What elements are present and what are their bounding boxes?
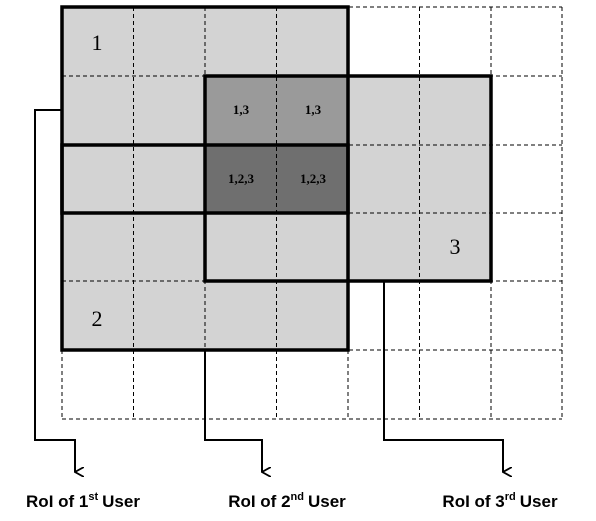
connector (383, 281, 503, 472)
caption-text: User (102, 492, 140, 511)
caption: RoI of 3rd User (442, 491, 558, 512)
roi-user3 (203, 74, 493, 283)
caption-text: RoI of 1 (26, 492, 88, 511)
connectors (34, 109, 503, 472)
region-labels: 1 2 3 (92, 30, 461, 331)
overlap-label: 1,2,3 (300, 171, 327, 186)
caption-text: RoI of 2 (228, 492, 290, 511)
caption-sup: nd (291, 491, 304, 503)
caption-text: User (520, 492, 558, 511)
overlap-label: 1,2,3 (228, 171, 255, 186)
overlap-label: 1,3 (305, 102, 322, 117)
connector (34, 109, 75, 472)
caption: RoI of 1st User (26, 491, 140, 512)
roi-borders (60, 5, 493, 352)
caption-sup: st (88, 491, 98, 503)
caption: RoI of 2nd User (228, 491, 346, 512)
caption-text: User (308, 492, 346, 511)
captions: RoI of 1st User RoI of 2nd User RoI of 3rd… (26, 491, 558, 512)
region-label: 3 (450, 234, 461, 259)
region-label: 2 (92, 306, 103, 331)
region-label: 1 (92, 30, 103, 55)
caption-sup: rd (505, 491, 516, 503)
caption-text: RoI of 3 (442, 492, 504, 511)
connector (204, 350, 262, 472)
overlap-label: 1,3 (233, 102, 250, 117)
overlap-labels: 1,3 1,3 1,2,3 1,2,3 (228, 102, 327, 186)
